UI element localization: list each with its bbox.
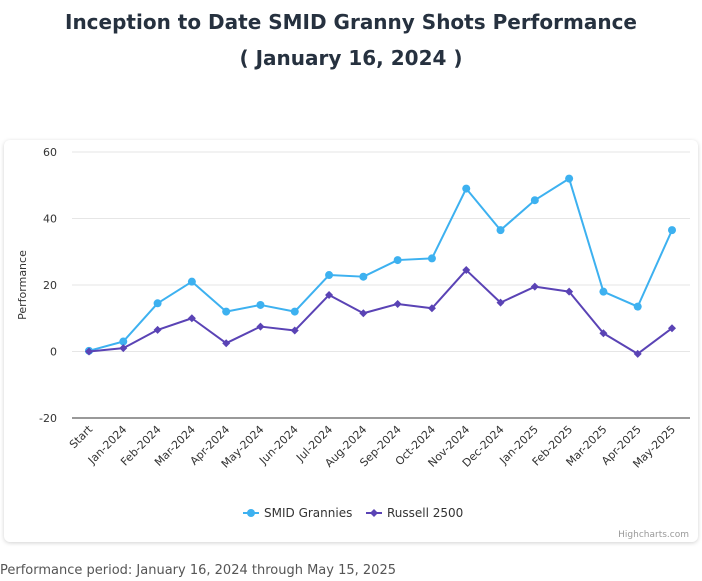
y-tick-label: 60: [43, 146, 57, 159]
data-point[interactable]: [153, 299, 162, 308]
legend-smid-marker: [247, 509, 255, 517]
data-point[interactable]: [496, 226, 505, 235]
legend-item-russell[interactable]: Russell 2500: [366, 506, 463, 520]
y-axis-title: Performance: [16, 250, 29, 320]
data-point[interactable]: [85, 347, 93, 356]
data-point[interactable]: [496, 298, 505, 307]
data-point[interactable]: [359, 272, 368, 281]
data-point[interactable]: [119, 337, 128, 346]
series-layer: [85, 174, 676, 358]
data-point[interactable]: [222, 339, 231, 348]
data-point[interactable]: [462, 184, 471, 193]
data-point[interactable]: [599, 287, 608, 296]
data-point[interactable]: [359, 309, 368, 318]
data-point[interactable]: [668, 226, 676, 235]
data-point[interactable]: [119, 344, 128, 353]
data-point[interactable]: [187, 277, 196, 286]
data-point[interactable]: [565, 287, 574, 296]
data-point[interactable]: [153, 325, 162, 334]
legend-russell-marker: [370, 509, 378, 517]
data-point[interactable]: [290, 326, 299, 335]
y-axis-ticks: 60 40 20 0 -20: [39, 146, 57, 425]
legend-item-smid[interactable]: SMID Grannies: [243, 506, 352, 520]
data-point[interactable]: [530, 282, 539, 291]
y-tick-label: 40: [43, 213, 57, 226]
data-point[interactable]: [530, 196, 539, 205]
data-point[interactable]: [325, 290, 334, 299]
series-smid-grannies: [85, 174, 676, 355]
data-point[interactable]: [256, 300, 265, 309]
legend-smid-label: SMID Grannies: [264, 506, 352, 520]
data-point[interactable]: [633, 302, 642, 311]
y-tick-label: -20: [39, 412, 57, 425]
y-tick-label: 0: [50, 346, 57, 359]
data-point[interactable]: [325, 271, 334, 280]
data-point[interactable]: [668, 324, 676, 333]
series-line: [88, 177, 673, 352]
data-point[interactable]: [290, 307, 299, 316]
series-line: [88, 269, 673, 355]
chart-subtitle: ( January 16, 2024 ): [239, 46, 463, 70]
highcharts-credits[interactable]: Highcharts.com: [618, 530, 689, 540]
legend-russell-label: Russell 2500: [387, 506, 463, 520]
data-point[interactable]: [633, 349, 642, 358]
data-point[interactable]: [393, 299, 402, 308]
y-tick-label: 20: [43, 279, 57, 292]
line-chart: 60 40 20 0 -20 Performance StartJan-2024Feb-…: [16, 146, 690, 540]
data-point[interactable]: [256, 322, 265, 331]
data-point[interactable]: [565, 174, 574, 183]
grid-lines: [72, 151, 690, 419]
x-tick-label: Start: [67, 422, 96, 451]
data-point[interactable]: [222, 307, 231, 316]
series-russell-2500: [85, 266, 676, 358]
data-point[interactable]: [462, 266, 471, 275]
data-point[interactable]: [427, 304, 436, 313]
data-point[interactable]: [599, 329, 608, 338]
data-point[interactable]: [187, 314, 196, 323]
chart-title: Inception to Date SMID Granny Shots Perf…: [65, 10, 637, 34]
data-point[interactable]: [393, 256, 402, 265]
x-axis-ticks: StartJan-2024Feb-2024Mar-2024Apr-2024May…: [67, 422, 678, 470]
performance-period-note: Performance period: January 16, 2024 thr…: [0, 563, 396, 578]
legend: SMID Grannies Russell 2500: [243, 506, 463, 520]
data-point[interactable]: [427, 254, 436, 263]
